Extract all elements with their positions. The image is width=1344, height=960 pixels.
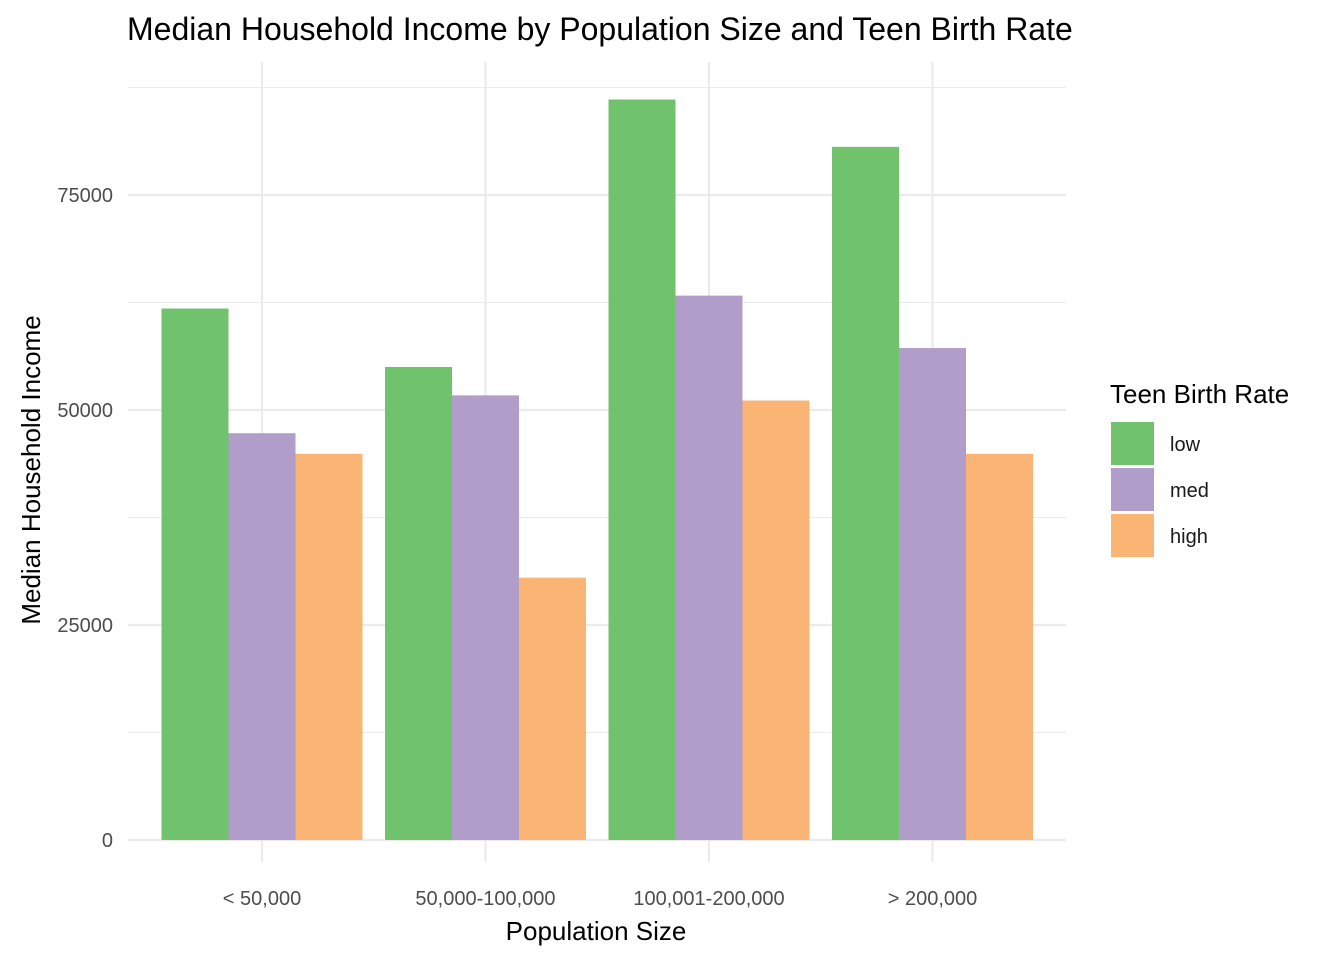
x-tick-label: < 50,000 (223, 888, 301, 910)
bar-med-4 (899, 348, 966, 840)
legend: Teen Birth Rate low med high (1110, 379, 1289, 557)
x-tick-label: 50,000-100,000 (415, 888, 555, 910)
bar-high-1 (295, 453, 363, 840)
bar-high-2 (519, 577, 586, 840)
bar-med-3 (675, 295, 743, 840)
x-axis-title: Population Size (506, 916, 687, 946)
bar-high-4 (966, 453, 1033, 840)
y-tick-label: 0 (102, 830, 113, 852)
legend-label-low: low (1170, 434, 1201, 456)
legend-title: Teen Birth Rate (1110, 379, 1289, 409)
bar-med-2 (452, 395, 519, 840)
bar-high-3 (742, 400, 810, 840)
x-tick-label: 100,001-200,000 (633, 888, 784, 910)
bar-med-1 (228, 433, 296, 840)
y-tick-label: 50000 (57, 400, 113, 422)
plot-area: 0 25000 50000 75000 < 50,000 50,000-100,000 10… (57, 62, 1066, 910)
bar-low-1 (161, 308, 229, 840)
x-tick-label: > 200,000 (888, 888, 978, 910)
legend-key-med (1111, 468, 1154, 511)
legend-key-high (1111, 514, 1154, 557)
y-tick-label: 75000 (57, 185, 113, 207)
bar-low-4 (832, 146, 899, 841)
legend-label-high: high (1170, 526, 1208, 548)
y-axis-title: Median Household Income (16, 315, 46, 624)
chart-title: Median Household Income by Population Si… (127, 11, 1073, 47)
bar-low-3 (608, 99, 676, 841)
bar-low-2 (385, 367, 452, 840)
legend-label-med: med (1170, 480, 1209, 502)
y-tick-label: 25000 (57, 615, 113, 637)
legend-key-low (1111, 422, 1154, 465)
